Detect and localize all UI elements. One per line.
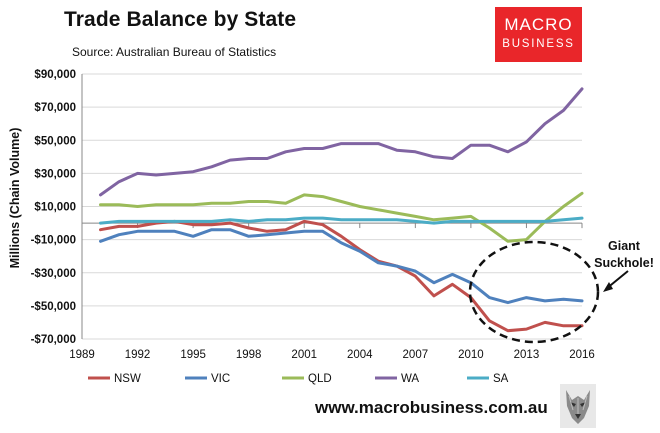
x-tick-label: 2004 [347, 349, 373, 361]
x-axis: 1989 1992 1995 1998 2001 2004 2007 2010 2013 2016 [69, 222, 595, 361]
logo-line-2: BUSINESS [502, 38, 575, 50]
website-url[interactable]: www.macrobusiness.com.au [315, 398, 548, 417]
series-line-qld [99, 191, 584, 243]
logo-line-1: MACRO [504, 15, 573, 34]
y-tick-label: -$30,000 [31, 268, 76, 280]
series-line-vic [99, 228, 584, 305]
x-tick-label: 2010 [458, 349, 484, 361]
legend-label-vic: VIC [211, 373, 230, 385]
x-tick-label: 1992 [125, 349, 151, 361]
series-lines [99, 87, 584, 333]
x-tick-label: 2016 [569, 349, 595, 361]
y-tick-label: -$70,000 [31, 334, 76, 346]
wolf-mascot-icon [560, 384, 596, 428]
annotation-text-line-2: Suckhole! [594, 256, 654, 270]
x-tick-label: 1998 [236, 349, 262, 361]
chart-title: Trade Balance by State [64, 8, 297, 31]
x-tick-label: 2001 [291, 349, 317, 361]
y-axis: -$70,000 -$50,000 -$30,000 -$10,000 $10,000 $… [31, 69, 83, 346]
legend: NSW VIC QLD WA SA [88, 373, 509, 385]
legend-label-wa: WA [401, 373, 419, 385]
legend-label-nsw: NSW [114, 373, 141, 385]
y-tick-label: $50,000 [34, 135, 76, 147]
annotation-text-line-1: Giant [608, 239, 641, 253]
x-tick-label: 2013 [514, 349, 540, 361]
series-line-nsw [99, 219, 584, 333]
series-line-sa [99, 216, 584, 225]
source-note: Source: Australian Bureau of Statistics [72, 45, 277, 59]
gridlines [82, 73, 582, 340]
x-tick-label: 1995 [180, 349, 206, 361]
annotation-arrowhead [603, 282, 613, 292]
y-tick-label: $30,000 [34, 168, 76, 180]
suckhole-highlight-ellipse [468, 240, 600, 344]
macrobusiness-logo[interactable]: MACRO BUSINESS [495, 7, 582, 62]
legend-label-qld: QLD [308, 373, 332, 385]
y-axis-label: Millions (Chain Volume) [8, 128, 22, 269]
x-tick-label: 2007 [403, 349, 429, 361]
x-tick-label: 1989 [69, 349, 95, 361]
series-line-wa [99, 87, 584, 197]
y-tick-label: $10,000 [34, 202, 76, 214]
y-tick-label: $90,000 [34, 69, 76, 81]
y-tick-label: -$50,000 [31, 301, 76, 313]
y-tick-label: $70,000 [34, 102, 76, 114]
legend-label-sa: SA [493, 373, 509, 385]
y-tick-label: -$10,000 [31, 235, 76, 247]
